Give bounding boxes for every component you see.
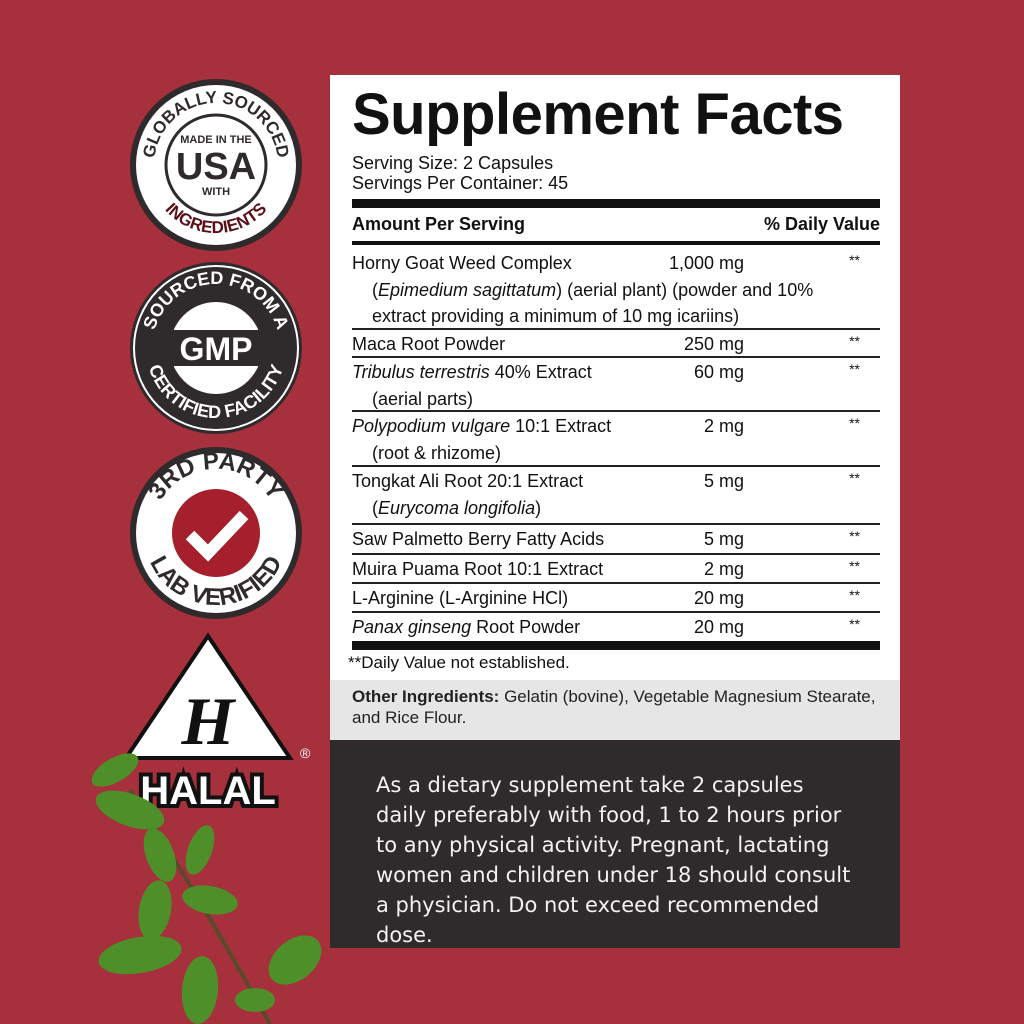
ingredient-row: L-Arginine (L-Arginine HCl) 20 mg ** <box>352 584 880 613</box>
halal-letter: H <box>181 683 237 759</box>
ingredient-row: Tongkat Ali Root 20:1 Extract 5 mg ** (Eu… <box>352 467 880 525</box>
halal-label: HALAL <box>140 769 276 812</box>
divider-thick <box>352 199 880 208</box>
ingredient-detail: (root & rhizome) <box>372 440 501 466</box>
ingredient-name: Tongkat Ali Root 20:1 Extract <box>352 467 583 495</box>
ingredient-name-italic: Panax ginseng <box>352 617 472 637</box>
ingredient-detail-2: extract providing a minimum of 10 mg ica… <box>372 306 740 326</box>
ingredient-dv: ** <box>849 415 860 431</box>
ingredient-name-text: Tongkat Ali Root 20:1 Extract <box>352 471 584 491</box>
detail-text: (aerial parts) <box>372 389 474 409</box>
ingredient-name: Muira Puama Root 10:1 Extract <box>352 555 603 583</box>
ingredient-amount: 2 mg <box>703 559 744 579</box>
ingredient-amount: 5 mg <box>703 529 744 549</box>
ingredient-dv: ** <box>849 558 860 574</box>
detail-text: (root & rhizome) <box>372 443 502 463</box>
ingredient-detail: (Epimedium sagittatum) (aerial plant) (p… <box>372 277 813 303</box>
halal-logo: H HALAL ® <box>122 632 311 812</box>
serving-size: Serving Size: 2 Capsules <box>352 153 554 173</box>
ingredient-amount: 2 mg <box>703 416 744 436</box>
detail-italic: Epimedium sagittatum <box>378 280 557 300</box>
amount-header: Amount Per Serving <box>352 214 526 234</box>
ingredient-amount: 20 mg <box>693 617 744 637</box>
ingredient-dv: ** <box>849 616 860 632</box>
other-label: Other Ingredients: <box>352 687 500 706</box>
ingredient-dv: ** <box>849 528 860 544</box>
detail-text: ( <box>372 498 378 518</box>
directions-text: As a dietary supplement take 2 capsules … <box>330 740 900 948</box>
detail-italic: Eurycoma longifolia <box>378 498 536 518</box>
ingredient-amount: 250 mg <box>683 334 744 354</box>
detail-text: ( <box>372 280 378 300</box>
badge-line1: MADE IN THE <box>180 134 252 146</box>
ingredient-detail: (Eurycoma longifolia) <box>372 495 541 521</box>
made-in-usa-badge: GLOBALLY SOURCED INGREDIENTS MADE IN THE… <box>130 79 302 251</box>
footnote: **Daily Value not established. <box>348 653 570 672</box>
ingredient-dv: ** <box>849 361 860 377</box>
ingredient-detail: (aerial parts) <box>372 386 473 412</box>
ingredient-dv: ** <box>849 333 860 349</box>
facts-title: Supplement Facts <box>352 82 844 147</box>
checkmark-icon <box>185 510 249 562</box>
ingredient-dv: ** <box>849 470 860 486</box>
ingredient-amount: 1,000 mg <box>668 253 744 273</box>
ingredient-amount: 20 mg <box>693 588 744 608</box>
lab-verified-badge: 3RD PARTY LAB VERIFIED <box>130 447 302 619</box>
badge-line2: WITH <box>202 186 230 198</box>
supplement-facts-panel: Supplement Facts Serving Size: 2 Capsule… <box>330 75 900 680</box>
ingredient-name-text: L-Arginine (L-Arginine HCl) <box>352 588 569 608</box>
ingredient-name: Saw Palmetto Berry Fatty Acids <box>352 525 604 553</box>
ingredient-row: Tribulus terrestris 40% Extract 60 mg **… <box>352 358 880 412</box>
ingredient-name-text: Muira Puama Root 10:1 Extract <box>352 559 604 579</box>
ingredient-name-text: 40% Extract <box>489 362 592 382</box>
ingredient-name: Maca Root Powder <box>352 330 505 358</box>
ingredient-name-text: Maca Root Powder <box>352 334 506 354</box>
ingredient-name-italic: Polypodium vulgare <box>352 416 511 436</box>
ingredient-dv: ** <box>849 587 860 603</box>
other-text: Gelatin (bovine), Vegetable Magnesium St… <box>352 687 876 727</box>
divider-bottom <box>352 641 880 650</box>
ingredient-name-text: Horny Goat Weed Complex <box>352 253 572 273</box>
detail-text: ) (aerial plant) (powder and 10% <box>556 280 814 300</box>
ingredient-name-italic: Tribulus terrestris <box>352 362 490 382</box>
badge-main: GMP <box>180 331 253 367</box>
ingredient-name: Polypodium vulgare 10:1 Extract <box>352 412 611 440</box>
ingredient-row: Maca Root Powder 250 mg ** <box>352 330 880 358</box>
gmp-badge: SOURCED FROM A CERTIFIED FACILITY GMP <box>130 262 302 434</box>
ingredient-name: Tribulus terrestris 40% Extract <box>352 358 592 386</box>
ingredient-name: L-Arginine (L-Arginine HCl) <box>352 584 568 612</box>
divider-header <box>352 241 880 245</box>
ingredient-row: Polypodium vulgare 10:1 Extract 2 mg ** (… <box>352 412 880 467</box>
ingredient-dv: ** <box>849 252 860 268</box>
plant-leaves-image <box>91 753 322 1024</box>
registered-mark: ® <box>300 745 311 761</box>
ingredient-name-text: 10:1 Extract <box>510 416 612 436</box>
dv-header: % Daily Value <box>763 214 880 234</box>
ingredient-row: Saw Palmetto Berry Fatty Acids 5 mg ** <box>352 525 880 555</box>
ingredient-amount: 5 mg <box>703 471 744 491</box>
badge-main: USA <box>176 146 256 188</box>
ingredient-name: Panax ginseng Root Powder <box>352 613 580 641</box>
ingredient-row: Panax ginseng Root Powder 20 mg ** <box>352 613 880 641</box>
detail-text: ) <box>535 498 542 518</box>
ingredient-row: Muira Puama Root 10:1 Extract 2 mg ** <box>352 555 880 584</box>
ingredient-row: Horny Goat Weed Complex 1,000 mg ** (Epim… <box>352 249 880 330</box>
ingredient-amount: 60 mg <box>693 362 744 382</box>
ingredient-name-text: Saw Palmetto Berry Fatty Acids <box>352 529 605 549</box>
ingredient-name: Horny Goat Weed Complex <box>352 249 572 277</box>
other-ingredients: Other Ingredients: Gelatin (bovine), Veg… <box>330 680 900 740</box>
servings-per-container: Servings Per Container: 45 <box>352 173 569 193</box>
ingredient-name-text: Root Powder <box>471 617 581 637</box>
